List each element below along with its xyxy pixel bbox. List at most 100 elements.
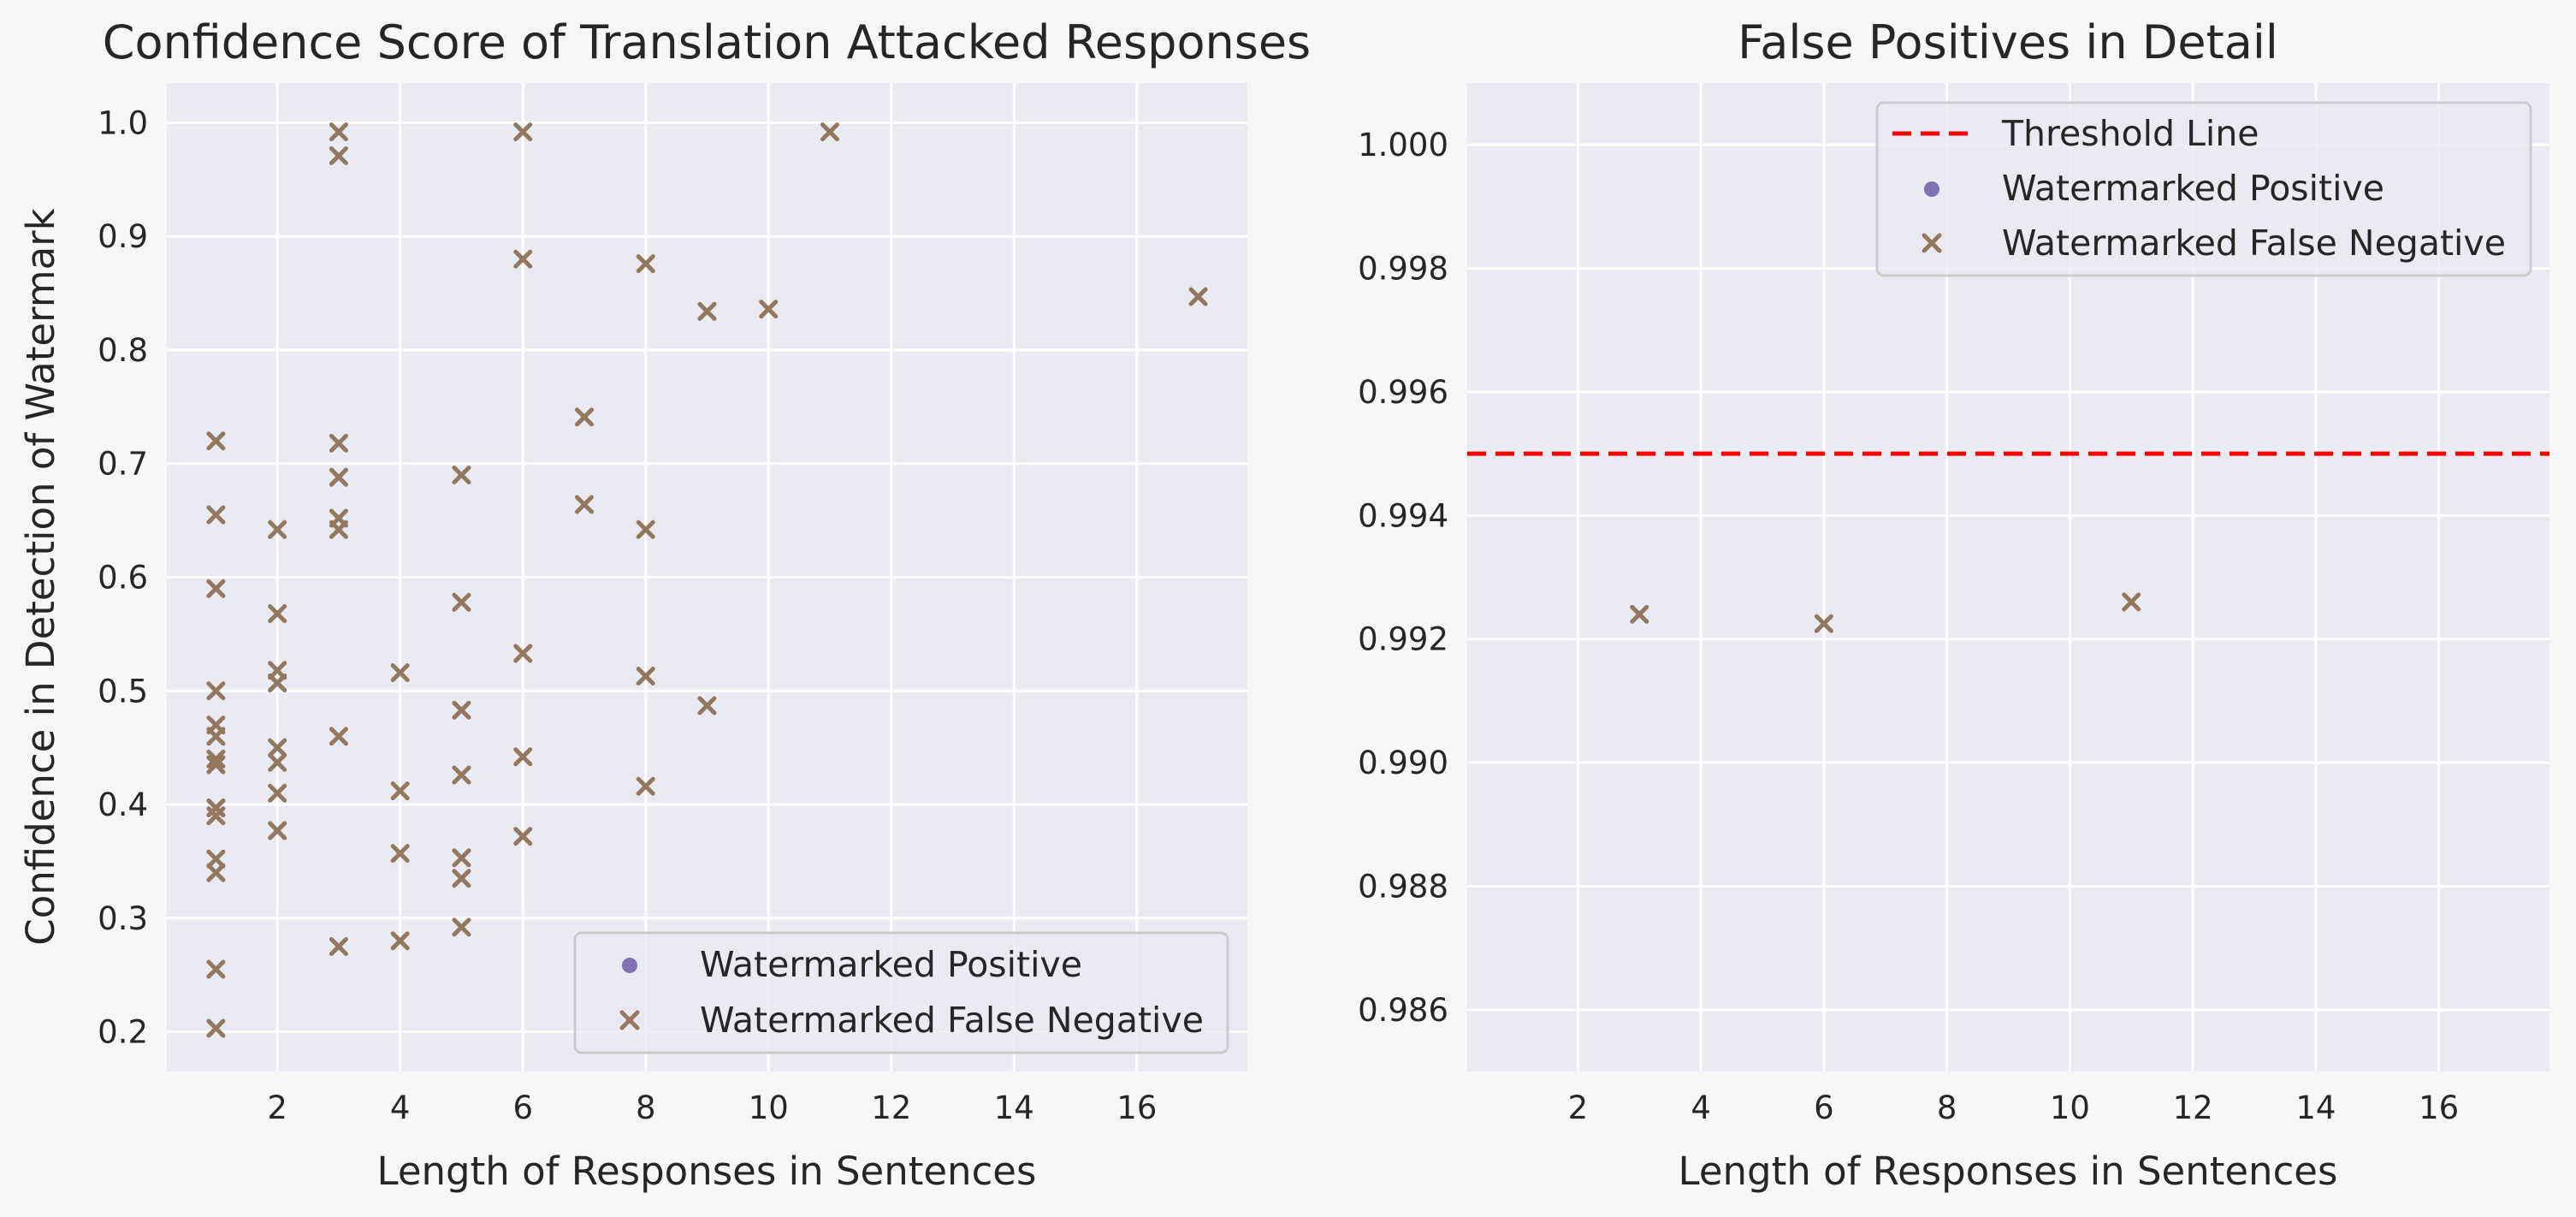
data-point-false-negative (206, 505, 226, 525)
y-axis-label-left: Confidence in Detection of Watermark (18, 208, 63, 945)
data-point-false-negative (329, 467, 348, 487)
data-point-false-negative (268, 673, 287, 692)
data-point-false-negative (206, 431, 226, 451)
data-point-false-negative (390, 663, 410, 683)
y-tick-label-left: 0.5 (98, 673, 148, 709)
data-point-false-negative (636, 776, 655, 796)
data-point-false-negative (268, 783, 287, 803)
ticks-right: 2 4 6 8 10 12 14 16 0.986 0.988 0.990 0.992 0.994 0.9… (1358, 127, 2459, 1126)
data-point-false-negative (1814, 614, 1833, 633)
data-point-false-negative (513, 644, 533, 663)
ticks-left: 2 4 6 8 10 12 14 16 0.2 0.3 0.4 0.5 0.6 0.7 0.8 0.9 1.0 (98, 104, 1157, 1126)
y-tick-label-left: 0.8 (98, 332, 148, 369)
x-tick-label-left: 8 (636, 1089, 656, 1126)
data-point-false-negative (2122, 592, 2141, 612)
x-tick-label-left: 12 (871, 1089, 911, 1126)
data-point-false-negative (452, 869, 471, 888)
data-point-false-negative (206, 755, 226, 775)
data-point-false-negative (329, 519, 348, 539)
data-point-false-negative (206, 681, 226, 701)
data-point-false-negative (636, 254, 655, 274)
grid-left (167, 83, 1247, 1072)
legend-left: Watermarked Positive Watermarked False N… (573, 931, 1229, 1054)
data-point-false-negative (329, 727, 348, 746)
data-point-false-negative (206, 727, 226, 746)
legend-box-right (1875, 101, 2532, 277)
data-point-false-negative (329, 122, 348, 142)
data-point-false-negative (268, 752, 287, 772)
chart-title-right: False Positives in Detail (1738, 15, 2278, 69)
data-point-false-negative (268, 519, 287, 539)
data-point-false-negative (1188, 287, 1208, 306)
data-point-false-negative (452, 466, 471, 485)
x-tick-label-left: 10 (749, 1089, 789, 1126)
x-axis-label-right: Length of Responses in Sentences (1679, 1149, 2338, 1194)
data-point-false-negative (636, 519, 655, 539)
x-tick-label-right: 6 (1814, 1089, 1834, 1126)
x-tick-label-right: 12 (2173, 1089, 2213, 1126)
y-tick-label-right: 0.996 (1358, 374, 1448, 411)
y-tick-label-right: 0.994 (1358, 497, 1448, 534)
chart-right: 2 4 6 8 10 12 14 16 0.986 0.988 0.990 0.992 0.994 0.9… (1358, 15, 2549, 1194)
y-tick-label-right: 0.992 (1358, 621, 1448, 658)
y-tick-label-left: 0.2 (98, 1014, 148, 1051)
x-tick-label-left: 4 (390, 1089, 411, 1126)
y-tick-label-left: 0.3 (98, 900, 148, 937)
data-point-false-negative (206, 849, 226, 869)
grid-right (1467, 83, 2549, 1072)
data-point-false-negative (513, 827, 533, 846)
data-point-false-negative (206, 798, 226, 817)
legend-label-positive-right: Watermarked Positive (2002, 168, 2384, 209)
legend-marker-positive-right (1924, 181, 1939, 197)
data-point-false-negative (390, 844, 410, 864)
legend-marker-false-negative-left (619, 1010, 640, 1030)
data-point-false-negative (268, 821, 287, 840)
data-point-false-negative (697, 696, 717, 715)
data-point-false-negative (268, 603, 287, 623)
marks-left (206, 122, 1208, 1038)
x-tick-label-left: 6 (512, 1089, 533, 1126)
data-point-false-negative (759, 300, 779, 319)
data-point-false-negative (452, 592, 471, 612)
x-tick-label-right: 8 (1937, 1089, 1957, 1126)
data-point-false-negative (513, 249, 533, 269)
y-tick-label-left: 0.7 (98, 446, 148, 483)
x-tick-label-left: 2 (267, 1089, 287, 1126)
data-point-false-negative (452, 700, 471, 720)
legend-marker-false-negative-right (1922, 233, 1942, 253)
y-tick-label-right: 0.988 (1358, 868, 1448, 905)
data-point-false-negative (329, 936, 348, 956)
x-axis-label-left: Length of Responses in Sentences (377, 1149, 1037, 1194)
y-tick-label-left: 0.4 (98, 787, 148, 823)
y-tick-label-left: 0.6 (98, 560, 148, 597)
x-tick-label-left: 14 (994, 1089, 1034, 1126)
data-point-false-negative (206, 579, 226, 598)
data-point-false-negative (390, 931, 410, 951)
data-point-false-negative (1630, 604, 1649, 624)
data-point-false-negative (452, 848, 471, 868)
legend-label-threshold: Threshold Line (2001, 113, 2259, 154)
legend-label-false-negative-left: Watermarked False Negative (700, 1000, 1204, 1041)
data-point-false-negative (574, 407, 594, 427)
data-point-false-negative (820, 122, 840, 142)
chart-title-left: Confidence Score of Translation Attacked… (103, 15, 1311, 69)
data-point-false-negative (206, 1018, 226, 1038)
data-point-false-negative (574, 495, 594, 514)
data-point-false-negative (206, 863, 226, 882)
x-tick-label-right: 14 (2295, 1089, 2336, 1126)
y-tick-label-right: 1.000 (1358, 127, 1448, 163)
data-point-false-negative (513, 122, 533, 142)
data-point-false-negative (206, 749, 226, 769)
legend-right: Threshold Line Watermarked Positive Wate… (1875, 101, 2532, 277)
x-tick-label-right: 4 (1691, 1089, 1711, 1126)
marks-right (1630, 592, 2141, 633)
y-tick-label-right: 0.986 (1358, 992, 1448, 1029)
legend-label-positive-left: Watermarked Positive (700, 944, 1082, 985)
data-point-false-negative (390, 781, 410, 801)
data-point-false-negative (268, 738, 287, 757)
legend-marker-positive-left (622, 958, 637, 973)
data-point-false-negative (636, 667, 655, 686)
data-point-false-negative (513, 747, 533, 767)
x-tick-label-left: 16 (1116, 1089, 1157, 1126)
